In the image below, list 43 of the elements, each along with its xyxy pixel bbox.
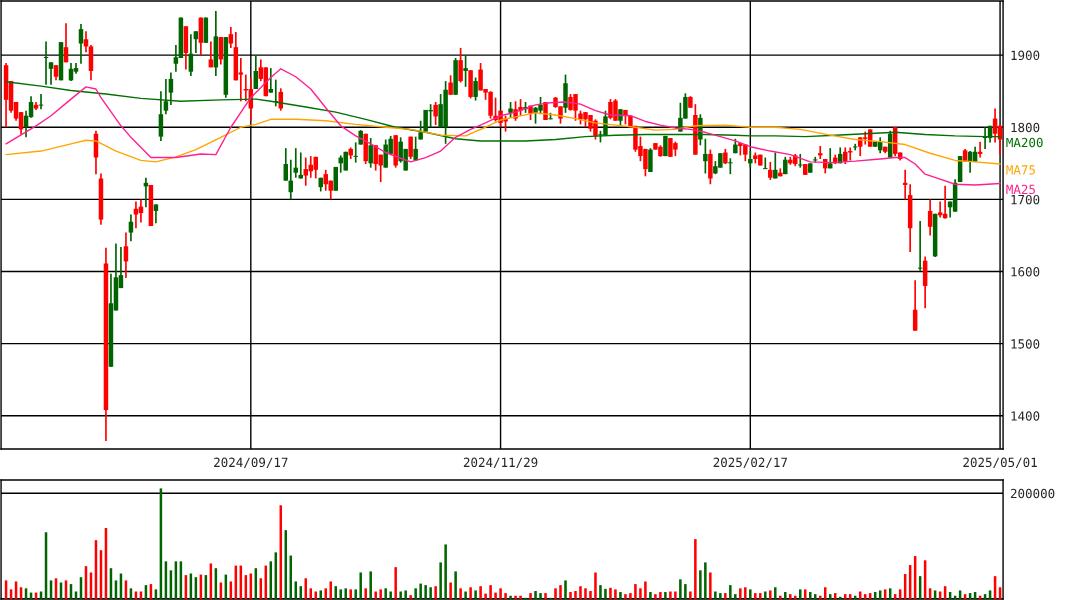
candlestick xyxy=(852,143,858,152)
candlestick xyxy=(128,213,134,243)
candlestick xyxy=(458,47,463,84)
series-label: MA25 xyxy=(1006,184,1035,195)
candlestick xyxy=(228,26,234,49)
candlestick xyxy=(153,203,159,225)
candlestick xyxy=(368,137,373,169)
candlestick xyxy=(268,67,274,94)
candlestick xyxy=(763,156,768,170)
candlestick xyxy=(917,220,923,272)
candlestick xyxy=(768,161,773,181)
candlestick xyxy=(48,61,54,86)
candlestick xyxy=(648,147,653,173)
candlestick xyxy=(773,151,778,180)
y-tick-label: 1900 xyxy=(1011,50,1040,61)
candlestick xyxy=(463,54,468,88)
candlestick xyxy=(927,198,933,237)
x-tick-label: 2024/11/29 xyxy=(463,457,538,469)
candlestick xyxy=(78,23,84,65)
series-label: MA200 xyxy=(1006,137,1043,148)
candlestick xyxy=(798,153,803,169)
series-label: MA75 xyxy=(1006,165,1035,175)
y-tick-label: 1600 xyxy=(1011,267,1040,277)
candlestick xyxy=(418,119,423,141)
x-tick-label: 2025/05/01 xyxy=(963,457,1037,469)
y-tick-label: 1700 xyxy=(1011,194,1040,205)
y-tick-label: 1800 xyxy=(1011,122,1040,133)
line-series xyxy=(5,68,1001,186)
candlestick xyxy=(433,101,438,126)
candlestick xyxy=(38,93,44,111)
candlestick xyxy=(473,76,478,102)
y-tick-label: 1500 xyxy=(1011,339,1040,349)
x-tick-label: 2025/02/17 xyxy=(713,457,788,469)
candlestick xyxy=(133,200,139,230)
y-tick-label: 200000 xyxy=(1010,488,1055,499)
candlestick xyxy=(937,200,943,219)
x-tick-label: 2024/09/17 xyxy=(214,457,288,469)
candlestick xyxy=(703,137,708,175)
candlestick xyxy=(303,156,309,187)
candlestick xyxy=(448,74,453,96)
candlestick xyxy=(748,150,753,169)
y-tick-label: 1400 xyxy=(1011,411,1040,421)
candlestick xyxy=(283,147,289,182)
